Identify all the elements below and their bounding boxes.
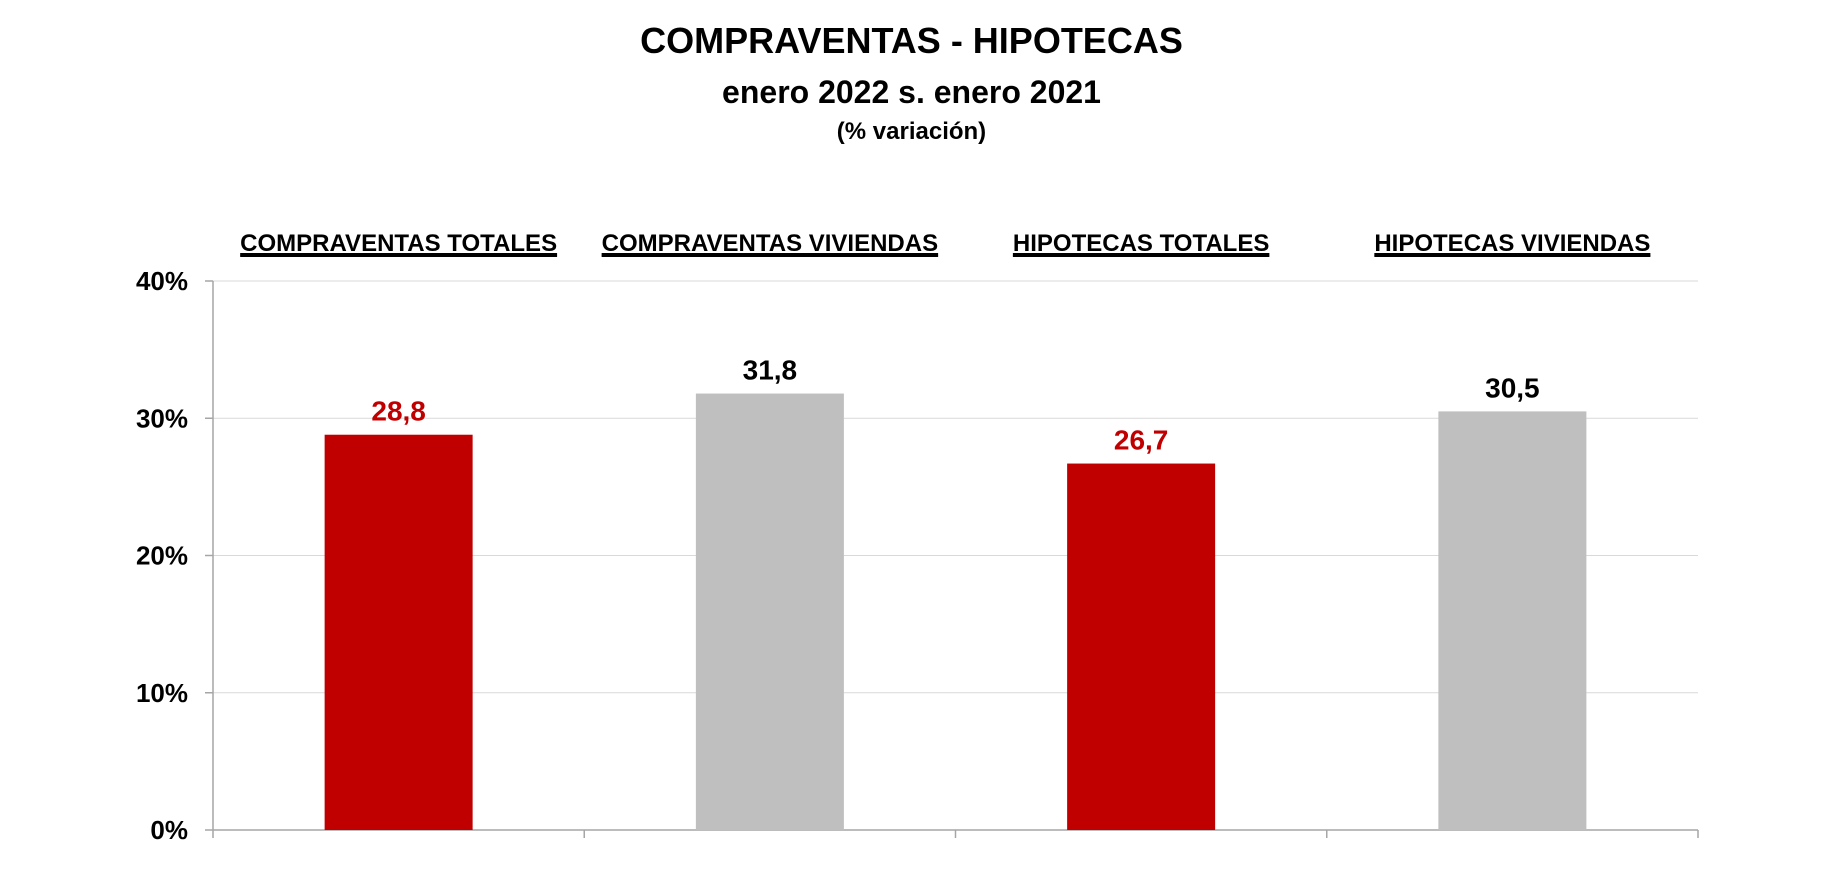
- chart-subtitle: enero 2022 s. enero 2021: [722, 74, 1101, 110]
- category-label: COMPRAVENTAS VIVIENDAS: [602, 230, 938, 257]
- y-tick-label: 40%: [136, 266, 188, 296]
- data-label: 31,8: [743, 355, 798, 386]
- chart-unit-label: (% variación): [836, 118, 987, 145]
- bar: [324, 434, 473, 830]
- y-tick-label: 10%: [136, 678, 188, 708]
- category-label: HIPOTECAS TOTALES: [1013, 230, 1269, 257]
- data-label: 26,7: [1114, 425, 1169, 456]
- category-labels: COMPRAVENTAS TOTALES COMPRAVENTAS VIVIEND…: [240, 230, 1651, 257]
- y-tick-label: 30%: [136, 403, 188, 433]
- category-label: COMPRAVENTAS TOTALES: [240, 230, 557, 257]
- bar: [1438, 411, 1587, 830]
- y-tick-label: 20%: [136, 541, 188, 571]
- bar: [695, 393, 844, 830]
- y-tick-labels: 0% 10% 20% 30% 40%: [136, 266, 188, 845]
- data-label: 28,8: [371, 396, 426, 427]
- value-labels: 28,8 31,8 26,7 30,5: [371, 355, 1539, 456]
- category-label: HIPOTECAS VIVIENDAS: [1374, 230, 1650, 257]
- y-tick-label: 0%: [150, 815, 188, 845]
- data-label: 30,5: [1485, 372, 1540, 403]
- chart-title: COMPRAVENTAS - HIPOTECAS: [640, 20, 1183, 61]
- bars: [324, 393, 1587, 830]
- bar: [1067, 463, 1216, 830]
